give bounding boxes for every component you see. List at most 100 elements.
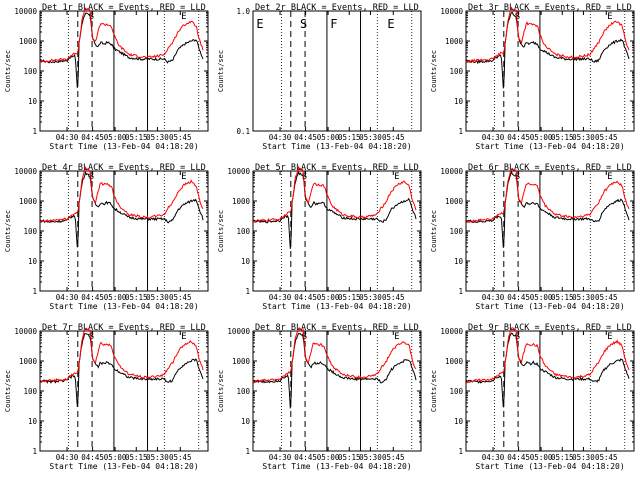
- x-tick-label: 04:30: [482, 133, 505, 142]
- y-tick-label: 1000: [445, 357, 464, 366]
- series-line-lld: [465, 167, 630, 223]
- series-line-lld: [39, 7, 204, 64]
- chart-panel-6r: Det 6r BLACK = Events, RED = LLD Counts/s…: [430, 163, 635, 311]
- x-tick-label: 05:00: [530, 293, 553, 302]
- chart-panel-8r: Det 8r BLACK = Events, RED = LLD Counts/s…: [217, 323, 422, 471]
- y-tick-label: 0.1: [236, 127, 250, 136]
- y-tick-label: 1000: [19, 197, 38, 206]
- chart-title: Det 5r BLACK = Events, RED = LLD: [255, 163, 419, 173]
- series-line-events: [40, 12, 204, 88]
- x-tick-label: 04:30: [269, 133, 292, 142]
- chart-title: Det 1r BLACK = Events, RED = LLD: [42, 3, 206, 13]
- x-tick-label: 05:00: [530, 453, 553, 462]
- y-tick-label: 1: [245, 447, 250, 456]
- annotation-label: S: [89, 12, 94, 22]
- annotation-label: S: [89, 172, 94, 182]
- chart-title: Det 7r BLACK = Events, RED = LLD: [42, 323, 206, 333]
- y-tick-label: 10: [241, 417, 251, 426]
- x-tick-label: 05:15: [338, 453, 361, 462]
- y-axis-label: Counts/sec: [4, 370, 12, 412]
- x-tick-label: 05:30: [359, 293, 382, 302]
- x-tick-label: 05:15: [551, 133, 574, 142]
- y-tick-label: 10000: [440, 327, 463, 336]
- x-axis-label: Start Time (13-Feb-04 04:18:20): [49, 142, 198, 151]
- x-tick-label: 04:30: [269, 453, 292, 462]
- x-tick-label: 05:00: [104, 133, 127, 142]
- y-tick-label: 1: [458, 287, 463, 296]
- x-tick-label: 05:00: [104, 453, 127, 462]
- series-line-lld: [39, 166, 204, 223]
- x-tick-label: 05:45: [169, 293, 192, 302]
- x-tick-label: 05:15: [338, 293, 361, 302]
- x-tick-label: 04:30: [482, 453, 505, 462]
- annotation-label: E: [607, 12, 612, 22]
- x-tick-label: 05:30: [572, 293, 595, 302]
- annotation-label: S: [302, 172, 307, 182]
- chart-panel-3r: Det 3r BLACK = Events, RED = LLD Counts/s…: [430, 3, 635, 151]
- x-axis-label: Start Time (13-Feb-04 04:18:20): [262, 142, 411, 151]
- x-tick-label: 05:30: [146, 133, 169, 142]
- x-tick-label: 04:45: [507, 453, 530, 462]
- x-tick-label: 05:30: [359, 453, 382, 462]
- plot-frame: [465, 10, 635, 132]
- y-tick-label: 10: [454, 97, 464, 106]
- series-line-events: [39, 333, 204, 407]
- plot-frame: [465, 330, 635, 452]
- x-axis-label: Start Time (13-Feb-04 04:18:20): [475, 142, 624, 151]
- y-tick-label: 10000: [14, 167, 37, 176]
- x-tick-label: 05:00: [530, 133, 553, 142]
- y-tick-label: 100: [449, 387, 463, 396]
- y-tick-label: 100: [236, 227, 250, 236]
- chart-title: Det 9r BLACK = Events, RED = LLD: [468, 323, 632, 333]
- annotation-label: S: [302, 332, 307, 342]
- y-tick-label: 1: [32, 127, 37, 136]
- y-tick-label: 1000: [232, 197, 251, 206]
- x-axis-label: Start Time (13-Feb-04 04:18:20): [262, 462, 411, 471]
- x-tick-label: 05:45: [169, 453, 192, 462]
- series-line-events: [465, 332, 630, 408]
- x-tick-label: 05:30: [572, 453, 595, 462]
- series-line-events: [465, 170, 630, 248]
- x-tick-label: 05:45: [382, 453, 405, 462]
- x-tick-label: 05:15: [551, 453, 574, 462]
- y-tick-label: 1000: [445, 197, 464, 206]
- y-tick-label: 10: [28, 417, 38, 426]
- series-line-lld: [39, 327, 204, 384]
- annotation-label: S: [89, 332, 94, 342]
- chart-title: Det 8r BLACK = Events, RED = LLD: [255, 323, 419, 333]
- chart-panel-5r: Det 5r BLACK = Events, RED = LLD Counts/s…: [217, 163, 422, 311]
- x-tick-label: 04:45: [81, 453, 104, 462]
- x-tick-label: 04:45: [81, 133, 104, 142]
- y-tick-label: 1000: [232, 357, 251, 366]
- x-tick-label: 05:30: [359, 133, 382, 142]
- series-line-lld: [465, 6, 630, 64]
- x-tick-label: 05:30: [146, 293, 169, 302]
- y-tick-label: 10: [454, 417, 464, 426]
- x-tick-label: 05:15: [125, 133, 148, 142]
- x-tick-label: 05:45: [382, 133, 405, 142]
- y-axis-label: Counts/sec: [4, 210, 12, 252]
- series-line-lld: [465, 327, 630, 384]
- plot-frame: [252, 10, 422, 132]
- y-tick-label: 1.0: [236, 7, 250, 16]
- y-axis-label: Counts/sec: [217, 50, 225, 92]
- chart-panel-7r: Det 7r BLACK = Events, RED = LLD Counts/s…: [4, 323, 209, 471]
- x-axis-label: Start Time (13-Feb-04 04:18:20): [49, 302, 198, 311]
- series-line-events: [465, 11, 630, 89]
- y-axis-label: Counts/sec: [430, 210, 438, 252]
- annotation-label: E: [181, 12, 186, 22]
- x-tick-label: 05:15: [125, 293, 148, 302]
- y-tick-label: 100: [23, 67, 37, 76]
- annotation-label: E: [394, 172, 399, 182]
- x-tick-label: 04:30: [56, 293, 79, 302]
- y-tick-label: 1: [32, 287, 37, 296]
- plot-frame: [465, 170, 635, 292]
- annotation-label: E: [607, 332, 612, 342]
- x-tick-label: 05:30: [146, 453, 169, 462]
- y-tick-label: 1000: [19, 357, 38, 366]
- x-tick-label: 05:30: [572, 133, 595, 142]
- annotation-label: E: [607, 172, 612, 182]
- y-tick-label: 1: [32, 447, 37, 456]
- y-axis-label: Counts/sec: [430, 370, 438, 412]
